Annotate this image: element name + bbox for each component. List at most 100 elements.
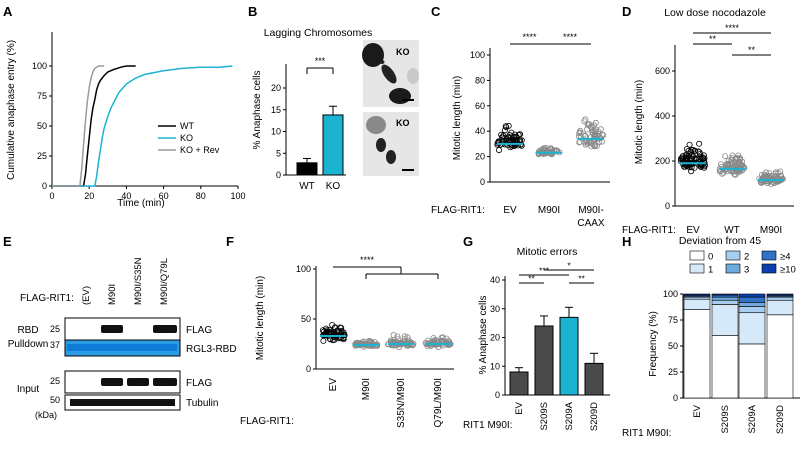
panel-c-data-point xyxy=(512,141,519,148)
mw-unit: (kDa) xyxy=(35,410,57,420)
bar-segment-s209s xyxy=(711,335,739,399)
panel-d-data-point xyxy=(696,140,703,147)
panel-letter-h: H xyxy=(622,234,631,249)
legend-label-ko: KO xyxy=(180,133,193,143)
panel-e-row-label: FLAG-RIT1: xyxy=(20,293,74,304)
panel-c: C Mitotic length (min) 0 20 40 60 80 100 EV M9… xyxy=(431,4,610,229)
panel-b-ylabel: % Anaphase cells xyxy=(252,71,263,150)
blot-label-flag-1: FLAG xyxy=(186,325,212,336)
panel-f-data-point xyxy=(326,326,333,333)
bar-segment-s209d xyxy=(766,314,794,399)
panel-c-data-point xyxy=(495,147,502,154)
bar-segment-ev xyxy=(683,309,711,399)
panel-h-ytick-label: 0 xyxy=(673,393,678,403)
panel-c-xtick-label: M90I- xyxy=(578,205,604,216)
series-line-ko xyxy=(52,65,233,187)
panel-d-sig-label: ** xyxy=(709,34,717,44)
panel-d-data-point xyxy=(737,156,744,163)
panel-d-title: Low dose nocodazole xyxy=(664,7,766,19)
series-line-ko-rev xyxy=(52,65,105,187)
panel-d-data-point xyxy=(729,154,736,161)
panel-c-data-point xyxy=(501,127,508,134)
panel-a-xtick-label: 80 xyxy=(196,191,206,201)
panel-a-ytick-label: 50 xyxy=(37,121,47,131)
panel-d-ytick-label: 400 xyxy=(655,111,670,121)
panel-a-xtick-label: 20 xyxy=(84,191,94,201)
legend-label: 3 xyxy=(744,265,749,276)
panel-d-xtick-label: EV xyxy=(686,225,700,236)
chromosome-mass xyxy=(381,64,397,84)
ko-image-2: KO xyxy=(363,112,419,176)
panel-c-ylabel: Mitotic length (min) xyxy=(452,76,463,160)
panel-g-row-label: RIT1 M90I: xyxy=(463,420,512,431)
panel-c-row-label: FLAG-RIT1: xyxy=(431,205,485,216)
bar-s209s xyxy=(534,325,554,396)
panel-letter-f: F xyxy=(226,234,234,249)
panel-c-data-point xyxy=(591,143,598,150)
panel-h-ytick-label: 50 xyxy=(668,341,678,351)
image-label-ko-2: KO xyxy=(396,118,410,128)
bar-segment-s209a xyxy=(738,296,766,303)
panel-d-sig-label: **** xyxy=(725,23,740,33)
panel-f-row-label: FLAG-RIT1: xyxy=(240,416,294,427)
panel-c-data-point xyxy=(595,128,602,135)
bar-segment-s209a xyxy=(738,343,766,399)
panel-f-data-point xyxy=(338,327,345,334)
panel-a-xtick-label: 0 xyxy=(49,191,54,201)
panel-c-ytick-label: 40 xyxy=(475,126,485,136)
panel-c-data-point xyxy=(582,116,589,123)
bar-segment-s209d xyxy=(766,299,794,316)
legend-label-wt: WT xyxy=(180,121,194,131)
series-line-wt xyxy=(52,65,136,187)
bar-ko xyxy=(322,114,344,176)
panel-g-ylabel: % Anaphase cells xyxy=(478,296,489,375)
panel-d-sig-label: ** xyxy=(748,45,756,55)
legend-swatch xyxy=(689,263,705,274)
panel-d-data-point xyxy=(700,152,707,159)
panel-g-sig-label: ** xyxy=(578,274,585,284)
panel-f-xtick-label: EV xyxy=(328,378,339,392)
panel-c-xtick-label: EV xyxy=(503,205,517,216)
nucleus xyxy=(362,43,384,67)
panel-h-ytick-label: 75 xyxy=(668,315,678,325)
bar-segment-s209d xyxy=(766,293,794,296)
lane-label: M90I/Q79L xyxy=(159,258,170,305)
panel-letter-c: C xyxy=(431,4,441,19)
panel-d: D Low dose nocodazole Mitotic length (mi… xyxy=(622,4,794,236)
bar-segment-s209s xyxy=(711,293,739,296)
panel-c-sig-label: **** xyxy=(522,32,537,42)
band xyxy=(101,325,123,333)
legend-label: 1 xyxy=(708,265,713,276)
panel-c-ytick-label: 20 xyxy=(475,152,485,162)
xtick-label-ev: EV xyxy=(692,404,703,417)
legend-swatch xyxy=(725,263,741,274)
label-rbd: RBD xyxy=(17,325,38,336)
image-label-ko-1: KO xyxy=(396,47,410,57)
panel-c-data-point xyxy=(508,129,515,136)
panel-d-data-point xyxy=(692,156,699,163)
panel-b-ytick-label: 5 xyxy=(276,148,281,158)
panel-d-data-point xyxy=(688,168,695,175)
legend-swatch xyxy=(689,250,705,261)
panel-c-data-point xyxy=(599,131,606,138)
panel-f-data-point xyxy=(320,337,327,344)
panel-c-data-point xyxy=(535,151,542,158)
panel-h-title: Deviation from 45 xyxy=(679,235,761,247)
xtick-label-ev: EV xyxy=(514,401,525,414)
panel-h-ytick-label: 100 xyxy=(663,289,678,299)
nucleus xyxy=(389,88,411,104)
panel-d-data-point xyxy=(696,149,703,156)
bar-segment-ev xyxy=(683,296,711,300)
band xyxy=(127,378,149,386)
legend-swatch xyxy=(761,250,777,261)
band xyxy=(153,325,177,333)
panel-f-ytick-label: 50 xyxy=(301,314,311,324)
band xyxy=(70,399,175,406)
panel-d-ytick-label: 600 xyxy=(655,66,670,76)
panel-c-data-point xyxy=(540,150,547,157)
bar-segment-s209a xyxy=(738,293,766,298)
panel-f-data-point xyxy=(394,333,401,340)
bar-segment-s209s xyxy=(711,299,739,305)
bar-segment-ev xyxy=(683,298,711,310)
